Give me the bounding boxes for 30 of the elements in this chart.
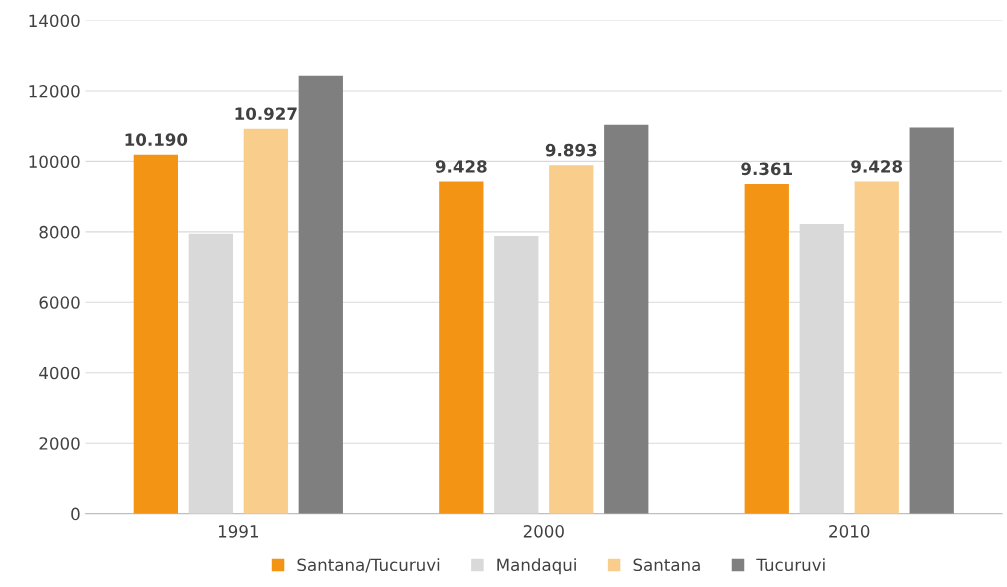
y-tick-label: 10000: [29, 155, 80, 168]
y-tick-label: 12000: [29, 84, 80, 98]
bar: [744, 183, 789, 514]
data-label: 9.893: [545, 143, 597, 157]
y-tick-label: 14000: [29, 14, 80, 28]
bar: [854, 181, 899, 514]
y-tick-label: 8000: [39, 225, 80, 239]
x-tick-label: 2010: [829, 525, 870, 538]
bar: [298, 75, 343, 514]
data-label: 10.190: [125, 133, 188, 146]
bar: [243, 128, 288, 514]
legend-label: Tucuruvi: [756, 558, 825, 572]
y-tick-label: 0: [71, 507, 80, 521]
legend-label: Santana: [633, 558, 700, 572]
legend-label: Santana/Tucuruvi: [297, 558, 440, 573]
bar: [549, 165, 594, 514]
x-tick-label: 2000: [523, 525, 564, 538]
data-label: 9.428: [435, 160, 487, 173]
y-tick-label: 6000: [39, 296, 80, 309]
data-label: 9.361: [741, 162, 792, 176]
y-tick-label: 2000: [39, 437, 80, 450]
data-label: 10.927: [235, 107, 297, 120]
bar: [604, 124, 649, 514]
x-tick-label: 1991: [218, 525, 258, 538]
bar: [133, 154, 178, 514]
y-tick-label: 4000: [39, 366, 80, 380]
bar: [909, 127, 954, 514]
legend-label: Mandaqui: [497, 558, 576, 575]
bar: [439, 181, 484, 514]
data-label: 9.428: [851, 160, 903, 173]
